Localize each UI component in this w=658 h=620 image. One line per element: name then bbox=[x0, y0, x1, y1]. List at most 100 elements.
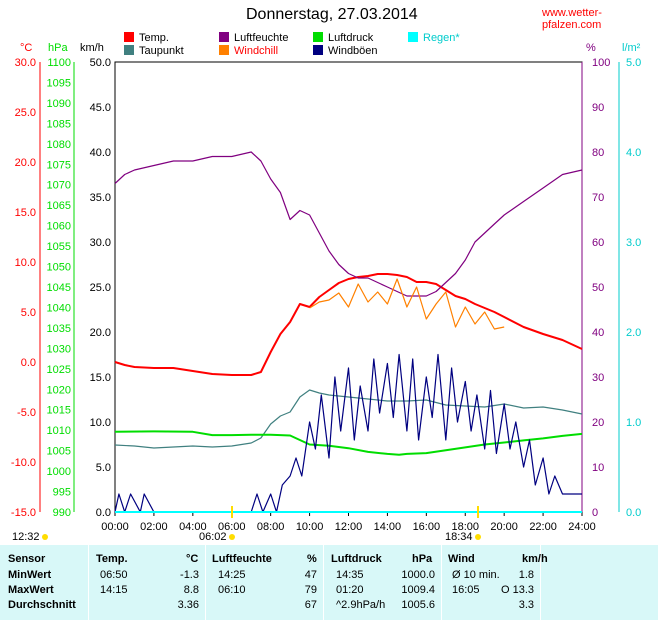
stats-cell-press-val: 1009.4 bbox=[401, 584, 435, 596]
series-lines bbox=[114, 151, 583, 513]
legend-swatch-regen bbox=[408, 32, 418, 42]
wind-tick-label: 15.0 bbox=[90, 372, 111, 384]
wind-tick-label: 50.0 bbox=[90, 57, 111, 69]
stats-cell-hum-val: 47 bbox=[304, 569, 317, 581]
temp-unit-label: °C bbox=[20, 42, 32, 54]
pressure-tick-label: 1085 bbox=[47, 118, 71, 130]
humidity-tick-label: 60 bbox=[592, 237, 604, 249]
stats-cell-press-time: 01:20 bbox=[336, 584, 364, 596]
time-tick-label: 02:00 bbox=[140, 521, 168, 533]
humidity-tick-label: 80 bbox=[592, 147, 604, 159]
legend-swatch-temp bbox=[124, 32, 134, 42]
pressure-tick-label: 1035 bbox=[47, 323, 71, 335]
moon-icon bbox=[42, 534, 48, 540]
wind-tick-label: 0.0 bbox=[96, 507, 111, 519]
humidity-tick-label: 90 bbox=[592, 102, 604, 114]
humidity-tick-label: 100 bbox=[592, 57, 610, 69]
legend-label-luftfeuchte: Luftfeuchte bbox=[234, 32, 288, 44]
humidity-tick-label: 40 bbox=[592, 327, 604, 339]
wind-tick-label: 25.0 bbox=[90, 282, 111, 294]
stats-cell-hum-val: 79 bbox=[304, 584, 317, 596]
wind-tick-label: 45.0 bbox=[90, 102, 111, 114]
stats-cell-label: MinWert bbox=[8, 569, 52, 581]
temp-tick-label: -5.0 bbox=[17, 407, 36, 419]
stats-header-hum: Luftfeuchte bbox=[212, 553, 272, 565]
chart-area: Temp. Luftfeuchte Luftdruck Regen* Taupu… bbox=[11, 32, 641, 543]
rain-unit-label: l/m² bbox=[622, 42, 641, 54]
stats-cell-press-val: 1000.0 bbox=[401, 569, 435, 581]
temp-tick-label: -15.0 bbox=[11, 507, 36, 519]
humidity-unit-label: % bbox=[586, 42, 596, 54]
temp-tick-label: 5.0 bbox=[21, 307, 36, 319]
wind-tick-label: 10.0 bbox=[90, 417, 111, 429]
stats-header-wind: Wind bbox=[448, 553, 475, 565]
sunrise-icon bbox=[229, 534, 235, 540]
stats-cell-temp-time: 14:15 bbox=[100, 584, 128, 596]
temp-tick-label: 20.0 bbox=[15, 157, 36, 169]
legend-label-temp: Temp. bbox=[139, 32, 169, 44]
time-tick-label: 18:00 bbox=[451, 521, 479, 533]
rain-tick-label: 2.0 bbox=[626, 327, 641, 339]
stats-header-temp: Temp. bbox=[96, 553, 128, 565]
wind-tick-label: 5.0 bbox=[96, 462, 111, 474]
stats-cell-hum-val: 67 bbox=[304, 599, 317, 611]
rain-tick-label: 1.0 bbox=[626, 417, 641, 429]
wind-unit-label: km/h bbox=[80, 42, 104, 54]
pressure-tick-label: 1060 bbox=[47, 221, 71, 233]
stats-cell-wind-val: 1.8 bbox=[518, 569, 534, 581]
series-line-temp bbox=[114, 273, 583, 376]
time-tick-label: 04:00 bbox=[179, 521, 207, 533]
pressure-tick-label: 1045 bbox=[47, 282, 71, 294]
pressure-tick-label: 1020 bbox=[47, 384, 71, 396]
temp-tick-label: 25.0 bbox=[15, 107, 36, 119]
legend-label-windchill: Windchill bbox=[234, 45, 278, 57]
stats-cell-press-val: 1005.6 bbox=[401, 599, 435, 611]
sunset-time: 18:34 bbox=[445, 531, 473, 543]
stats-cell-wind-time: Ø 10 min. bbox=[452, 569, 500, 581]
pressure-tick-label: 1000 bbox=[47, 466, 71, 478]
temp-tick-label: 15.0 bbox=[15, 207, 36, 219]
temp-tick-label: 30.0 bbox=[15, 57, 36, 69]
time-tick-label: 10:00 bbox=[296, 521, 324, 533]
wind-tick-label: 40.0 bbox=[90, 147, 111, 159]
stats-cell-press-time: 14:35 bbox=[336, 569, 364, 581]
time-tick-label: 22:00 bbox=[529, 521, 557, 533]
stats-cell-label: Durchschnitt bbox=[8, 599, 76, 611]
pressure-tick-label: 1075 bbox=[47, 159, 71, 171]
temp-tick-label: -10.0 bbox=[11, 457, 36, 469]
humidity-tick-label: 20 bbox=[592, 417, 604, 429]
time-tick-label: 20:00 bbox=[490, 521, 518, 533]
stats-cell-hum-time: 06:10 bbox=[218, 584, 246, 596]
humidity-tick-label: 30 bbox=[592, 372, 604, 384]
legend-swatch-windchill bbox=[219, 45, 229, 55]
stats-header-sensor: Sensor bbox=[8, 553, 46, 565]
legend-swatch-luftfeuchte bbox=[219, 32, 229, 42]
pressure-tick-label: 1010 bbox=[47, 425, 71, 437]
stats-cell-hum-time: 14:25 bbox=[218, 569, 246, 581]
stats-cell-wind-val: O 13.3 bbox=[500, 584, 534, 596]
legend-label-taupunkt: Taupunkt bbox=[139, 45, 184, 57]
time-tick-label: 06:00 bbox=[218, 521, 246, 533]
series-line-luftdruck bbox=[114, 430, 583, 456]
humidity-tick-label: 50 bbox=[592, 282, 604, 294]
site-link[interactable]: www.wetter-pfalzen.com bbox=[542, 7, 602, 31]
legend-label-luftdruck: Luftdruck bbox=[328, 32, 374, 44]
moonrise-time: 12:32 bbox=[12, 531, 40, 543]
pressure-tick-label: 1040 bbox=[47, 302, 71, 314]
stats-cell-temp-time: 06:50 bbox=[100, 569, 128, 581]
stats-header-wind-unit: km/h bbox=[522, 553, 548, 565]
sunrise-time: 06:02 bbox=[199, 531, 227, 543]
legend-swatch-windboeen bbox=[313, 45, 323, 55]
rain-tick-label: 4.0 bbox=[626, 147, 641, 159]
humidity-tick-label: 10 bbox=[592, 462, 604, 474]
series-line-taupunkt bbox=[114, 389, 583, 449]
rain-tick-label: 3.0 bbox=[626, 237, 641, 249]
stats-cell-wind-time: 16:05 bbox=[452, 584, 480, 596]
stats-cell-wind-val: 3.3 bbox=[518, 599, 534, 611]
time-tick-label: 14:00 bbox=[374, 521, 402, 533]
pressure-tick-label: 1050 bbox=[47, 262, 71, 274]
stats-cell-temp-val: -1.3 bbox=[180, 569, 199, 581]
wind-tick-label: 30.0 bbox=[90, 237, 111, 249]
legend-label-regen: Regen* bbox=[423, 32, 460, 44]
